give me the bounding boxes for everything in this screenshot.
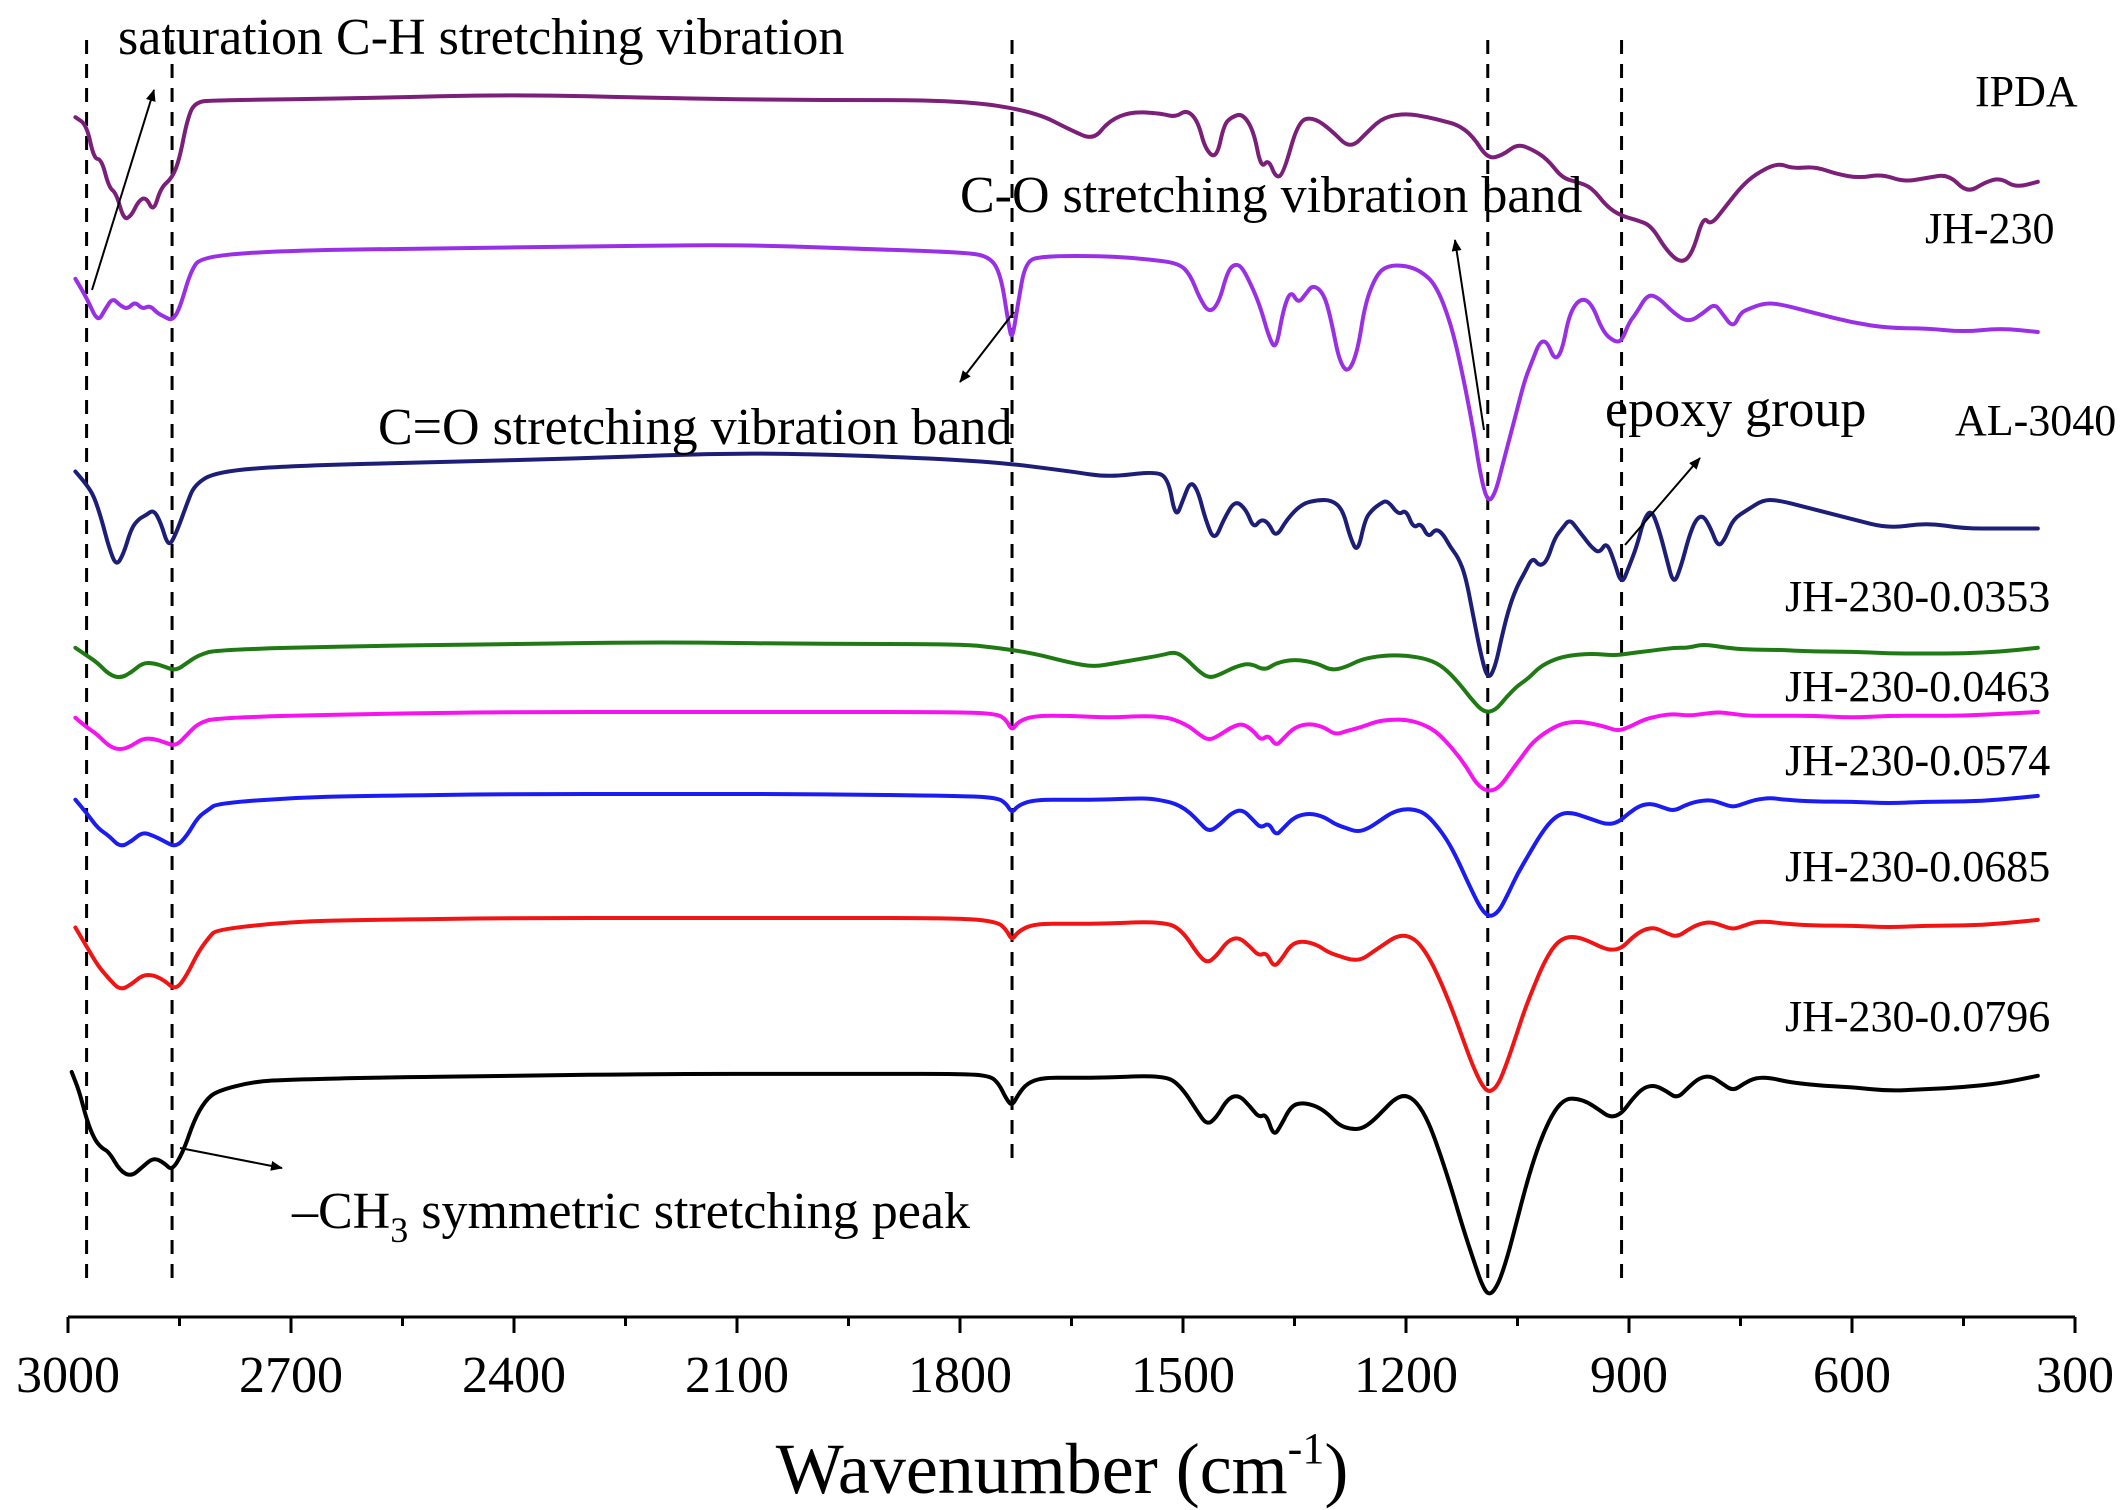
x-tick-label: 600 bbox=[1813, 1347, 1891, 1404]
annotation-c-eq-o-band: C=O stretching vibration band bbox=[378, 399, 1012, 456]
series-line-jh-230-0-0796 bbox=[69, 1070, 2040, 1296]
series-line-jh-230-0-0353 bbox=[73, 640, 2040, 714]
legend-label: JH-230-0.0463 bbox=[1785, 662, 2050, 711]
annotation-epoxy: epoxy group bbox=[1605, 381, 1866, 438]
legend-label: JH-230-0.0574 bbox=[1785, 736, 2050, 785]
annotation-ch3: –CH3 symmetric stretching peak bbox=[291, 1183, 970, 1250]
x-tick-label: 3000 bbox=[16, 1347, 120, 1404]
legend-label: AL-3040 bbox=[1955, 396, 2116, 445]
legend-label: IPDA bbox=[1975, 67, 2078, 116]
annotations: saturation C-H stretching vibration C-O … bbox=[91, 9, 1866, 1250]
x-tick-label: 300 bbox=[2036, 1347, 2114, 1404]
arrow-epoxy bbox=[1624, 457, 1701, 546]
x-tick-label: 2100 bbox=[685, 1347, 789, 1404]
arrow-ch3 bbox=[179, 1147, 283, 1171]
x-axis-title: Wavenumber (cm-1) bbox=[776, 1424, 1349, 1509]
series-line-ipda bbox=[73, 93, 2040, 263]
annotation-ch-stretch: saturation C-H stretching vibration bbox=[118, 9, 844, 66]
legend-label: JH-230 bbox=[1925, 204, 2055, 253]
x-tick-label: 2700 bbox=[239, 1347, 343, 1404]
x-ticks: 3000 2700 2400 2100 1800 1500 1200 900 600 300 bbox=[16, 1317, 2114, 1404]
annotation-co-band: C-O stretching vibration band bbox=[960, 167, 1582, 224]
x-tick-label: 1200 bbox=[1354, 1347, 1458, 1404]
x-tick-label: 1500 bbox=[1131, 1347, 1235, 1404]
x-tick-label: 1800 bbox=[908, 1347, 1012, 1404]
legend-label: JH-230-0.0353 bbox=[1785, 572, 2050, 621]
series-line-jh-230 bbox=[73, 243, 2040, 502]
legend-label: JH-230-0.0685 bbox=[1785, 842, 2050, 891]
arrow-c-eq-o-band bbox=[959, 311, 1015, 383]
reference-lines bbox=[85, 40, 1624, 1280]
series-line-jh-230-0-0685 bbox=[73, 915, 2040, 1093]
spectra-series bbox=[69, 93, 2040, 1296]
legend-label: JH-230-0.0796 bbox=[1785, 992, 2050, 1041]
x-tick-label: 900 bbox=[1590, 1347, 1668, 1404]
series-line-jh-230-0-0463 bbox=[73, 709, 2040, 793]
series-line-al-3040 bbox=[73, 451, 2040, 678]
x-tick-label: 2400 bbox=[462, 1347, 566, 1404]
series-labels: IPDA JH-230 AL-3040 JH-230-0.0353 JH-230… bbox=[1785, 67, 2116, 1041]
arrow-ch-stretch bbox=[91, 89, 156, 291]
arrow-co-band bbox=[1451, 239, 1485, 431]
series-line-jh-230-0-0574 bbox=[73, 791, 2040, 918]
